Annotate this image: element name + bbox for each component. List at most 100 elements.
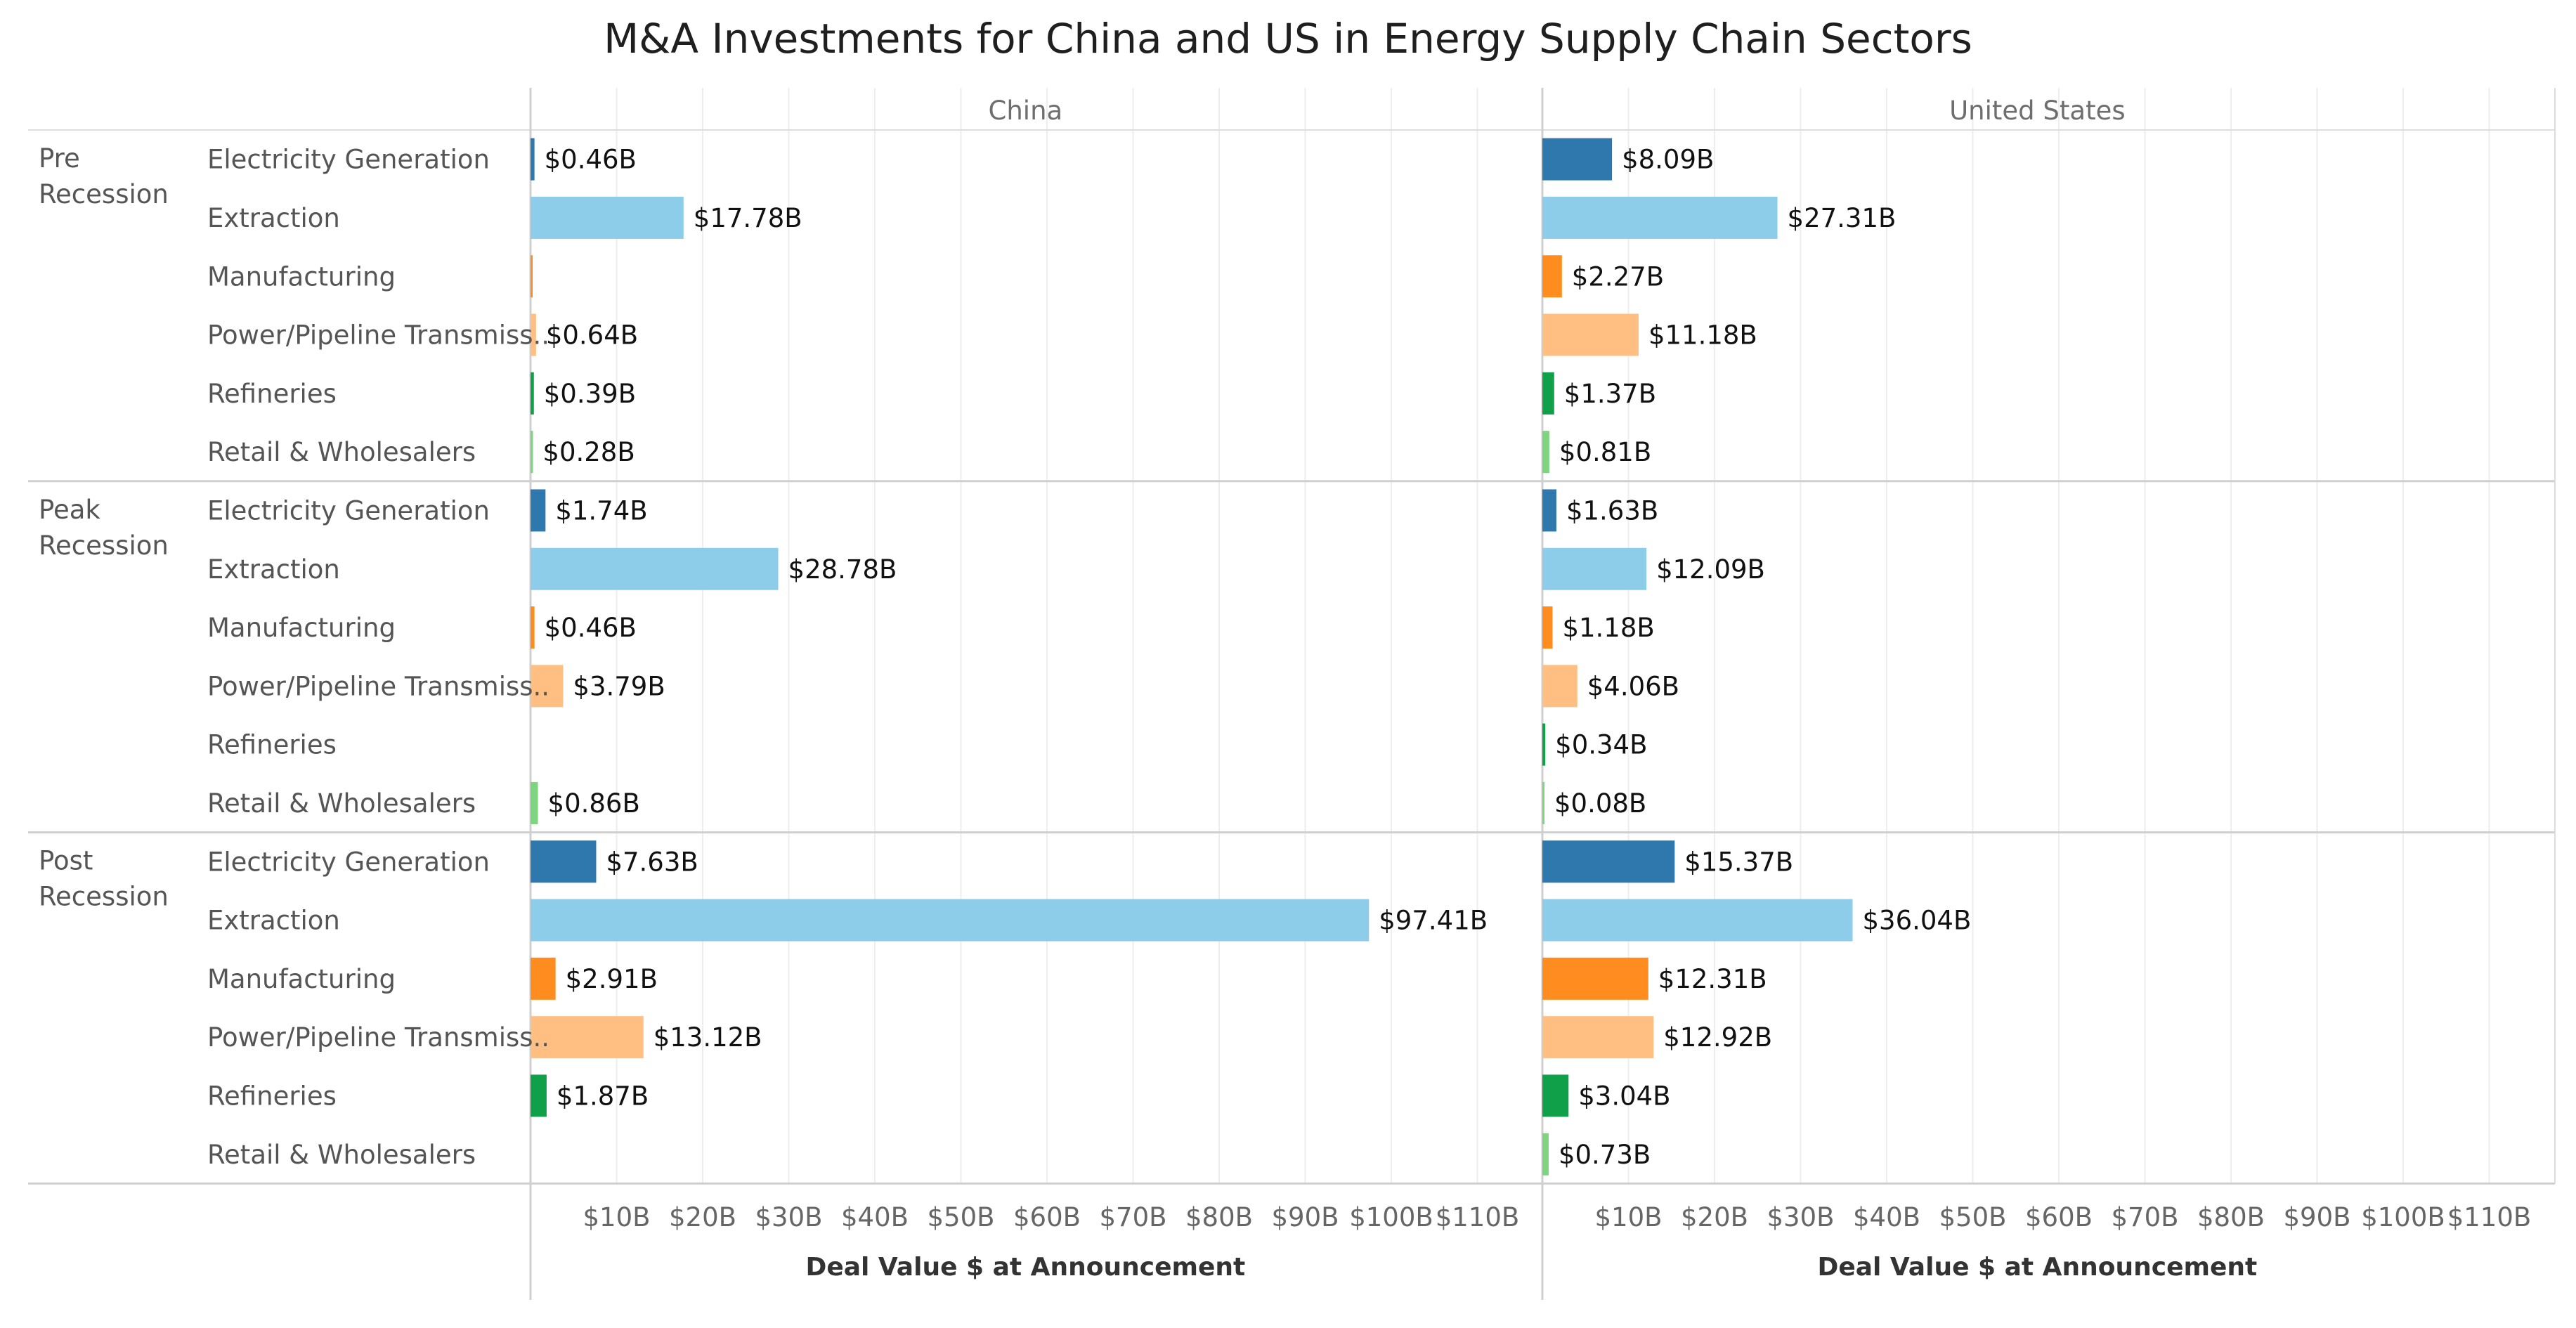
- bar-label-united-states-peak-recession-extraction: $12.09B: [1656, 554, 1765, 585]
- x-tick-label-china-0: $10B: [583, 1202, 650, 1232]
- bar-label-china-post-recession-power-pipeline-transmiss: $13.12B: [653, 1022, 762, 1053]
- bar-label-china-pre-recession-retail-wholesalers: $0.28B: [542, 437, 635, 467]
- bar-label-united-states-peak-recession-retail-wholesalers: $0.08B: [1554, 788, 1646, 819]
- bar-china-post-recession-electricity-generation: [531, 840, 597, 883]
- period-label-pre-recession-line-0: Pre: [39, 143, 80, 174]
- bar-label-united-states-post-recession-manufacturing: $12.31B: [1658, 964, 1767, 994]
- sector-label-post-recession-electricity-generation: Electricity Generation: [207, 847, 490, 877]
- sector-label-pre-recession-electricity-generation: Electricity Generation: [207, 145, 490, 175]
- bar-china-pre-recession-electricity-generation: [531, 138, 535, 181]
- bar-label-china-pre-recession-electricity-generation: $0.46B: [545, 145, 637, 175]
- bar-united-states-peak-recession-extraction: [1542, 547, 1647, 590]
- sector-label-pre-recession-power-pipeline-transmiss: Power/Pipeline Transmiss..: [207, 320, 549, 351]
- sector-label-post-recession-retail-wholesalers: Retail & Wholesalers: [207, 1140, 476, 1170]
- bar-label-united-states-post-recession-extraction: $36.04B: [1862, 906, 1971, 936]
- x-tick-label-united-states-10: $110B: [2447, 1202, 2532, 1232]
- bar-label-united-states-post-recession-refineries: $3.04B: [1578, 1081, 1670, 1111]
- sector-label-peak-recession-retail-wholesalers: Retail & Wholesalers: [207, 788, 476, 819]
- bar-label-united-states-post-recession-power-pipeline-transmiss: $12.92B: [1663, 1022, 1772, 1053]
- bar-label-china-post-recession-electricity-generation: $7.63B: [606, 847, 698, 877]
- bar-china-peak-recession-extraction: [531, 547, 779, 590]
- bar-china-pre-recession-retail-wholesalers: [531, 431, 533, 474]
- x-tick-label-china-9: $100B: [1349, 1202, 1433, 1232]
- bar-china-peak-recession-electricity-generation: [531, 489, 546, 532]
- period-label-peak-recession-line-0: Peak: [39, 495, 100, 525]
- bar-label-united-states-peak-recession-electricity-generation: $1.63B: [1566, 495, 1658, 526]
- x-tick-label-united-states-0: $10B: [1594, 1202, 1662, 1232]
- x-tick-label-united-states-6: $70B: [2111, 1202, 2178, 1232]
- bar-china-peak-recession-manufacturing: [531, 606, 535, 649]
- bar-label-united-states-peak-recession-power-pipeline-transmiss: $4.06B: [1587, 671, 1679, 701]
- bar-china-pre-recession-power-pipeline-transmiss: [531, 313, 536, 356]
- bar-label-china-peak-recession-extraction: $28.78B: [788, 554, 897, 585]
- bar-united-states-post-recession-retail-wholesalers: [1542, 1133, 1549, 1176]
- bar-united-states-pre-recession-electricity-generation: [1542, 138, 1613, 181]
- bar-label-china-peak-recession-retail-wholesalers: $0.86B: [548, 788, 640, 819]
- bar-united-states-post-recession-electricity-generation: [1542, 840, 1675, 883]
- bar-label-united-states-peak-recession-manufacturing: $1.18B: [1562, 613, 1654, 643]
- x-tick-label-united-states-3: $40B: [1853, 1202, 1920, 1232]
- x-tick-label-china-7: $80B: [1185, 1202, 1253, 1232]
- sector-label-peak-recession-refineries: Refineries: [207, 730, 337, 760]
- bar-label-united-states-pre-recession-refineries: $1.37B: [1564, 379, 1656, 409]
- sector-label-peak-recession-manufacturing: Manufacturing: [207, 613, 396, 643]
- x-tick-label-china-5: $60B: [1013, 1202, 1081, 1232]
- bar-label-china-pre-recession-refineries: $0.39B: [544, 379, 636, 409]
- sector-label-post-recession-refineries: Refineries: [207, 1081, 337, 1111]
- x-tick-label-china-10: $110B: [1436, 1202, 1520, 1232]
- bar-china-post-recession-power-pipeline-transmiss: [531, 1016, 644, 1059]
- x-tick-label-united-states-8: $90B: [2283, 1202, 2350, 1232]
- bar-china-peak-recession-power-pipeline-transmiss: [531, 665, 564, 708]
- bar-china-peak-recession-retail-wholesalers: [531, 781, 538, 824]
- x-tick-label-china-2: $30B: [755, 1202, 822, 1232]
- bar-label-china-pre-recession-extraction: $17.78B: [694, 203, 802, 233]
- column-header-united-states: United States: [1949, 96, 2126, 126]
- bar-united-states-pre-recession-manufacturing: [1542, 255, 1562, 298]
- period-label-post-recession-line-1: Recession: [39, 882, 169, 912]
- x-tick-label-china-8: $90B: [1271, 1202, 1339, 1232]
- x-tick-label-united-states-1: $20B: [1681, 1202, 1748, 1232]
- bar-label-china-pre-recession-power-pipeline-transmiss: $0.64B: [546, 320, 638, 351]
- x-tick-label-china-4: $50B: [927, 1202, 994, 1232]
- bar-united-states-peak-recession-retail-wholesalers: [1542, 781, 1544, 824]
- bar-label-united-states-pre-recession-electricity-generation: $8.09B: [1622, 145, 1714, 175]
- bar-united-states-post-recession-refineries: [1542, 1074, 1569, 1117]
- x-tick-label-united-states-2: $30B: [1767, 1202, 1834, 1232]
- bar-united-states-peak-recession-manufacturing: [1542, 606, 1553, 649]
- bar-label-united-states-pre-recession-retail-wholesalers: $0.81B: [1559, 437, 1651, 467]
- grid-layer: [616, 88, 2490, 1184]
- bar-united-states-peak-recession-electricity-generation: [1542, 489, 1556, 532]
- bar-label-china-peak-recession-electricity-generation: $1.74B: [555, 495, 647, 526]
- bar-label-united-states-pre-recession-extraction: $27.31B: [1788, 203, 1897, 233]
- x-axis-title-china: Deal Value $ at Announcement: [805, 1253, 1245, 1282]
- bar-label-china-post-recession-manufacturing: $2.91B: [566, 964, 658, 994]
- bar-label-china-peak-recession-manufacturing: $0.46B: [545, 613, 637, 643]
- sector-label-pre-recession-manufacturing: Manufacturing: [207, 261, 396, 292]
- sector-label-pre-recession-refineries: Refineries: [207, 379, 337, 409]
- x-tick-label-united-states-9: $100B: [2361, 1202, 2445, 1232]
- x-tick-label-united-states-5: $60B: [2025, 1202, 2093, 1232]
- x-tick-label-china-1: $20B: [669, 1202, 736, 1232]
- bar-china-pre-recession-extraction: [531, 196, 684, 239]
- sector-label-post-recession-power-pipeline-transmiss: Power/Pipeline Transmiss..: [207, 1022, 549, 1053]
- axis-layer: $10B $20B $30B $40B $50B $60B $70B $80B $90B $100…: [583, 1202, 2531, 1282]
- bars-layer: [531, 138, 1853, 1176]
- bar-china-pre-recession-refineries: [531, 372, 534, 415]
- bar-label-china-post-recession-refineries: $1.87B: [557, 1081, 649, 1111]
- bar-united-states-peak-recession-power-pipeline-transmiss: [1542, 665, 1578, 708]
- sector-label-peak-recession-power-pipeline-transmiss: Power/Pipeline Transmiss..: [207, 671, 549, 701]
- bar-china-post-recession-extraction: [531, 899, 1370, 942]
- bar-label-united-states-post-recession-electricity-generation: $15.37B: [1684, 847, 1793, 877]
- bar-china-post-recession-refineries: [531, 1074, 547, 1117]
- bar-china-pre-recession-manufacturing: [531, 255, 533, 298]
- bar-label-china-peak-recession-power-pipeline-transmiss: $3.79B: [573, 671, 665, 701]
- sector-label-pre-recession-extraction: Extraction: [207, 203, 340, 233]
- sector-label-pre-recession-retail-wholesalers: Retail & Wholesalers: [207, 437, 476, 467]
- period-label-peak-recession-line-1: Recession: [39, 530, 169, 561]
- sector-label-peak-recession-electricity-generation: Electricity Generation: [207, 495, 490, 526]
- column-header-china: China: [989, 96, 1063, 126]
- x-tick-label-china-3: $40B: [841, 1202, 909, 1232]
- x-tick-label-united-states-7: $80B: [2197, 1202, 2265, 1232]
- bar-united-states-pre-recession-retail-wholesalers: [1542, 431, 1549, 474]
